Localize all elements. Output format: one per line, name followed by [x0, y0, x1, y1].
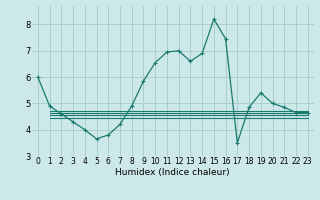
X-axis label: Humidex (Indice chaleur): Humidex (Indice chaleur): [116, 168, 230, 177]
